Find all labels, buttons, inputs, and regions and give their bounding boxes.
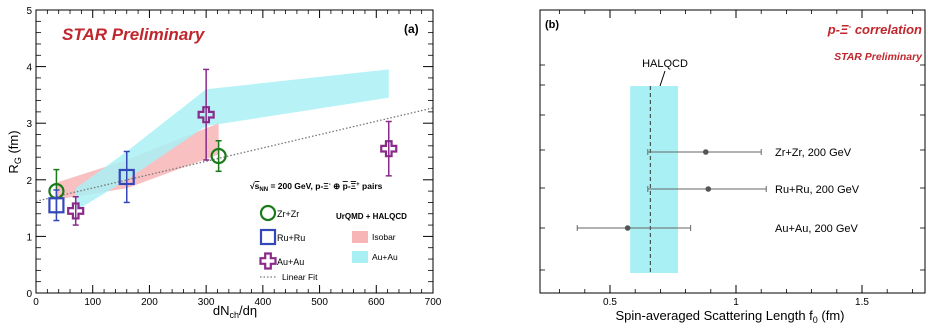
x-tick-label: 300	[198, 297, 215, 308]
au-au-200-gev-label: Au+Au, 200 GeV	[775, 223, 859, 235]
panel-b-title: p-Ξ- correlation	[827, 22, 922, 37]
x-tick-label: 0	[33, 297, 39, 308]
zr-zr-200-gev-label: Zr+Zr, 200 GeV	[775, 147, 852, 159]
au-au-point	[197, 106, 215, 124]
ru-ru-point	[48, 197, 65, 214]
panel-b: 0.5 1 1.5 Zr+Zr, 200 GeV Ru+Ru, 200 GeV Au+A…	[539, 9, 926, 325]
axes-b: 0.5 1 1.5	[540, 10, 925, 308]
legend-au-au-label: Au+Au	[277, 257, 304, 267]
au-au-point	[380, 140, 398, 158]
zr-zr-point	[210, 147, 227, 165]
legend-zr-zr-label: Zr+Zr	[277, 209, 299, 219]
x-tick-label-b: 1.5	[855, 297, 869, 308]
x-tick-label: 100	[84, 297, 101, 308]
panel-a-label: (a)	[404, 22, 419, 36]
au-au-point	[67, 202, 85, 220]
ru-ru-point	[118, 168, 135, 186]
linear-fit	[35, 107, 434, 202]
panel-a-title: STAR Preliminary	[62, 25, 206, 44]
data-points-b: Zr+Zr, 200 GeV Ru+Ru, 200 GeV Au+Au, 200 G…	[576, 147, 860, 235]
x-tick-label: 600	[368, 297, 385, 308]
x-tick-label: 500	[311, 297, 328, 308]
y-tick-label: 3	[26, 119, 32, 130]
x-axis-label-a: dNch/dη	[213, 303, 257, 320]
legend-ru-ru-label: Ru+Ru	[277, 233, 305, 243]
legend-band-isobar-label: Isobar	[372, 232, 396, 242]
y-tick-label: 1	[26, 232, 32, 243]
data-points-a	[48, 68, 398, 226]
au-au-200-gev-point	[624, 225, 631, 231]
y-tick-label: 2	[26, 176, 32, 187]
halqcd-band	[630, 86, 679, 273]
zr-zr-200-gev-point	[702, 149, 709, 155]
plot-frame-b	[539, 9, 926, 294]
x-tick-label: 400	[255, 297, 272, 308]
legend-header: √sNN = 200 GeV, p-Ξ- ⊕ p-Ξ+ pairs	[250, 181, 383, 193]
x-tick-label-b: 0.5	[603, 297, 617, 308]
model-header: UrQMD + HALQCD	[336, 212, 407, 221]
x-tick-label: 700	[425, 297, 442, 308]
x-tick-label-b: 1	[733, 297, 739, 308]
legend-band-au-au-swatch	[352, 251, 368, 263]
ru-ru-200-gev-label: Ru+Ru, 200 GeV	[775, 184, 860, 196]
y-tick-label: 0	[26, 289, 32, 300]
panel-b-label: (b)	[545, 19, 559, 31]
x-tick-label: 200	[141, 297, 158, 308]
model-bands	[56, 69, 389, 211]
legend-zr-zr-marker	[259, 204, 277, 222]
y-tick-label: 4	[26, 63, 32, 74]
legend-ru-ru-marker	[259, 228, 277, 246]
halqcd-band-rect	[630, 86, 679, 273]
y-axis-label-a: RG (fm)	[6, 130, 23, 173]
legend-linear-fit-label: Linear Fit	[282, 272, 318, 282]
legend-a: Zr+Zr Ru+Ru Au+Au Linear Fit Isobar Au+Au	[259, 204, 398, 282]
linear-fit-line	[35, 107, 434, 202]
plot-frame-a	[35, 9, 434, 294]
legend-au-au-marker	[259, 252, 277, 270]
ru-ru-200-gev-point	[705, 186, 712, 192]
panel-b-subtitle: STAR Preliminary	[834, 51, 923, 63]
band-au-au	[75, 69, 389, 211]
halqcd-pointer	[659, 70, 666, 87]
y-tick-label: 5	[26, 6, 32, 17]
axes-a: 0 100 200 300 400 500 600 700 0 1 2 3 4 5	[26, 6, 441, 308]
legend-band-au-au-label: Au+Au	[372, 252, 398, 262]
legend-band-isobar-swatch	[352, 231, 368, 243]
x-axis-label-b: Spin-averaged Scattering Length f0 (fm)	[615, 308, 844, 325]
halqcd-label: HALQCD	[642, 58, 688, 70]
panel-a: 0 100 200 300 400 500 600 700 0 1 2 3 4 5 STAR Prelim…	[6, 6, 442, 320]
